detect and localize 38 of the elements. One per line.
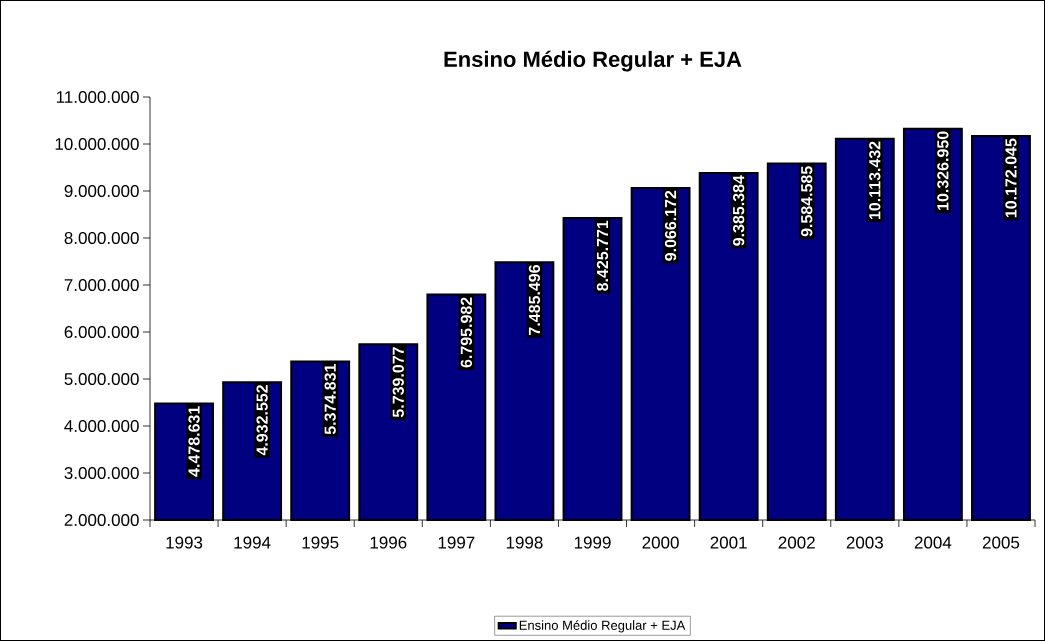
y-tick-label: 9.000.000: [64, 184, 139, 198]
x-tick-label: 1997: [438, 536, 475, 549]
data-label: 10.326.950: [937, 131, 949, 210]
data-label: 4.932.552: [256, 385, 268, 456]
y-tick-label: 10.000.000: [55, 137, 139, 151]
y-tick-label: 2.000.000: [64, 513, 139, 527]
x-tick-label: 2003: [846, 536, 883, 549]
data-label: 6.795.982: [460, 297, 473, 368]
x-tick-label: 1995: [302, 536, 339, 549]
data-label: 9.584.585: [801, 166, 813, 237]
data-label: 5.739.077: [392, 347, 404, 418]
x-tick-label: 1996: [370, 536, 407, 549]
data-label: 10.172.045: [1005, 138, 1017, 218]
x-tick-label: 2001: [710, 536, 747, 549]
x-tick-label: 1998: [506, 536, 543, 549]
x-tick-label: 2002: [778, 536, 815, 549]
legend-label: Ensino Médio Regular + EJA: [519, 620, 686, 633]
y-tick-label: 6.000.000: [64, 325, 139, 339]
y-tick-label: 5.000.000: [64, 372, 139, 386]
x-tick-label: 2004: [914, 536, 952, 549]
chart-title: Ensino Médio Regular + EJA: [444, 50, 742, 72]
y-tick-label: 3.000.000: [64, 466, 139, 480]
data-label: 9.385.384: [732, 175, 745, 246]
y-tick-label: 11.000.000: [56, 90, 139, 104]
y-tick-label: 4.000.000: [64, 419, 139, 433]
x-tick-label: 1999: [574, 536, 611, 549]
x-tick-label: 2000: [642, 536, 679, 549]
y-tick-label: 8.000.000: [64, 231, 139, 245]
x-tick-label: 1994: [234, 536, 271, 549]
data-label: 5.374.831: [324, 364, 336, 435]
data-label: 8.425.771: [596, 220, 609, 291]
x-tick-label: 1993: [166, 536, 203, 549]
data-label: 4.478.631: [188, 406, 200, 477]
data-label: 10.113.432: [869, 141, 881, 220]
y-tick-label: 7.000.000: [64, 278, 139, 292]
data-label: 7.485.496: [528, 264, 541, 335]
data-label: 9.066.172: [664, 190, 677, 261]
x-tick-label: 2005: [982, 536, 1020, 549]
